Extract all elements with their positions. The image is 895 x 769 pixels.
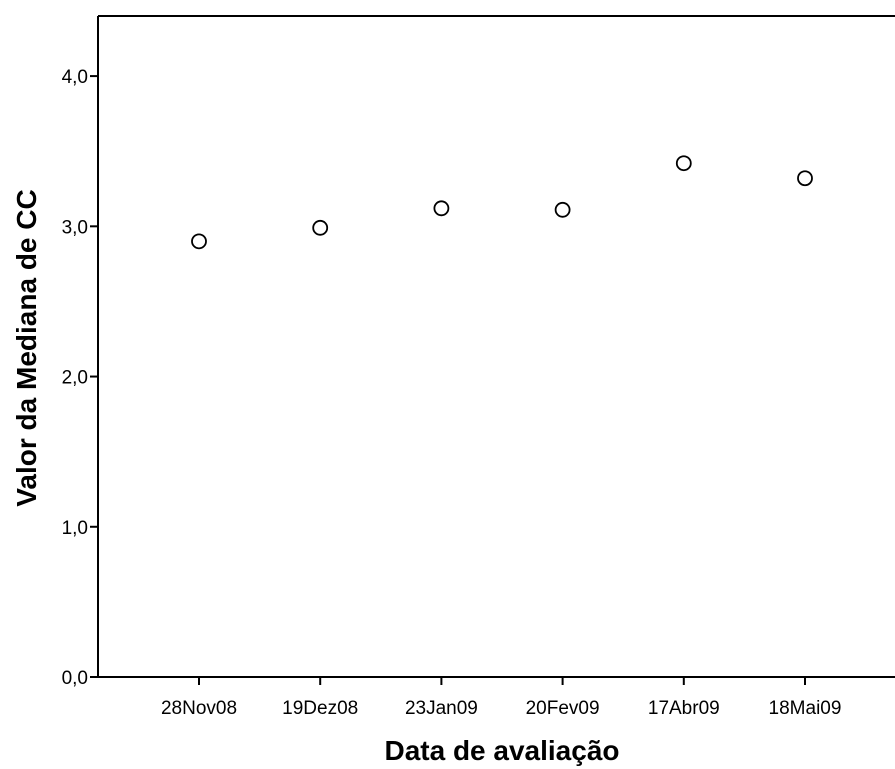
data-point — [433, 200, 450, 217]
data-point — [191, 233, 207, 250]
data-point — [312, 219, 329, 236]
x-tick-label: 20Fev09 — [526, 698, 600, 719]
x-axis-title: Data de avaliação — [384, 735, 619, 766]
y-axis-title: Valor da Mediana de CC — [11, 189, 42, 506]
x-tick-label: 17Abr09 — [648, 698, 720, 719]
y-tick-label: 1,0 — [62, 518, 88, 539]
x-tick-label: 28Nov08 — [161, 698, 237, 719]
y-tick-label: 2,0 — [62, 368, 88, 389]
data-point — [554, 201, 571, 218]
x-tick-label: 19Dez08 — [282, 698, 358, 719]
x-tick-label: 18Mai09 — [769, 698, 842, 719]
y-tick-label: 0,0 — [62, 668, 88, 689]
data-points — [191, 155, 813, 250]
plot-frame — [97, 15, 895, 678]
data-point — [797, 170, 813, 187]
y-tick-label: 4,0 — [62, 67, 88, 88]
x-axis-ticks: 28Nov08 19Dez08 23Jan09 20Fev09 17Abr09 18Mai… — [161, 677, 841, 719]
data-point — [675, 155, 692, 172]
y-axis-ticks: 0,0 1,0 2,0 3,0 4,0 — [62, 67, 98, 689]
x-tick-label: 23Jan09 — [405, 698, 478, 719]
y-tick-label: 3,0 — [62, 217, 88, 238]
